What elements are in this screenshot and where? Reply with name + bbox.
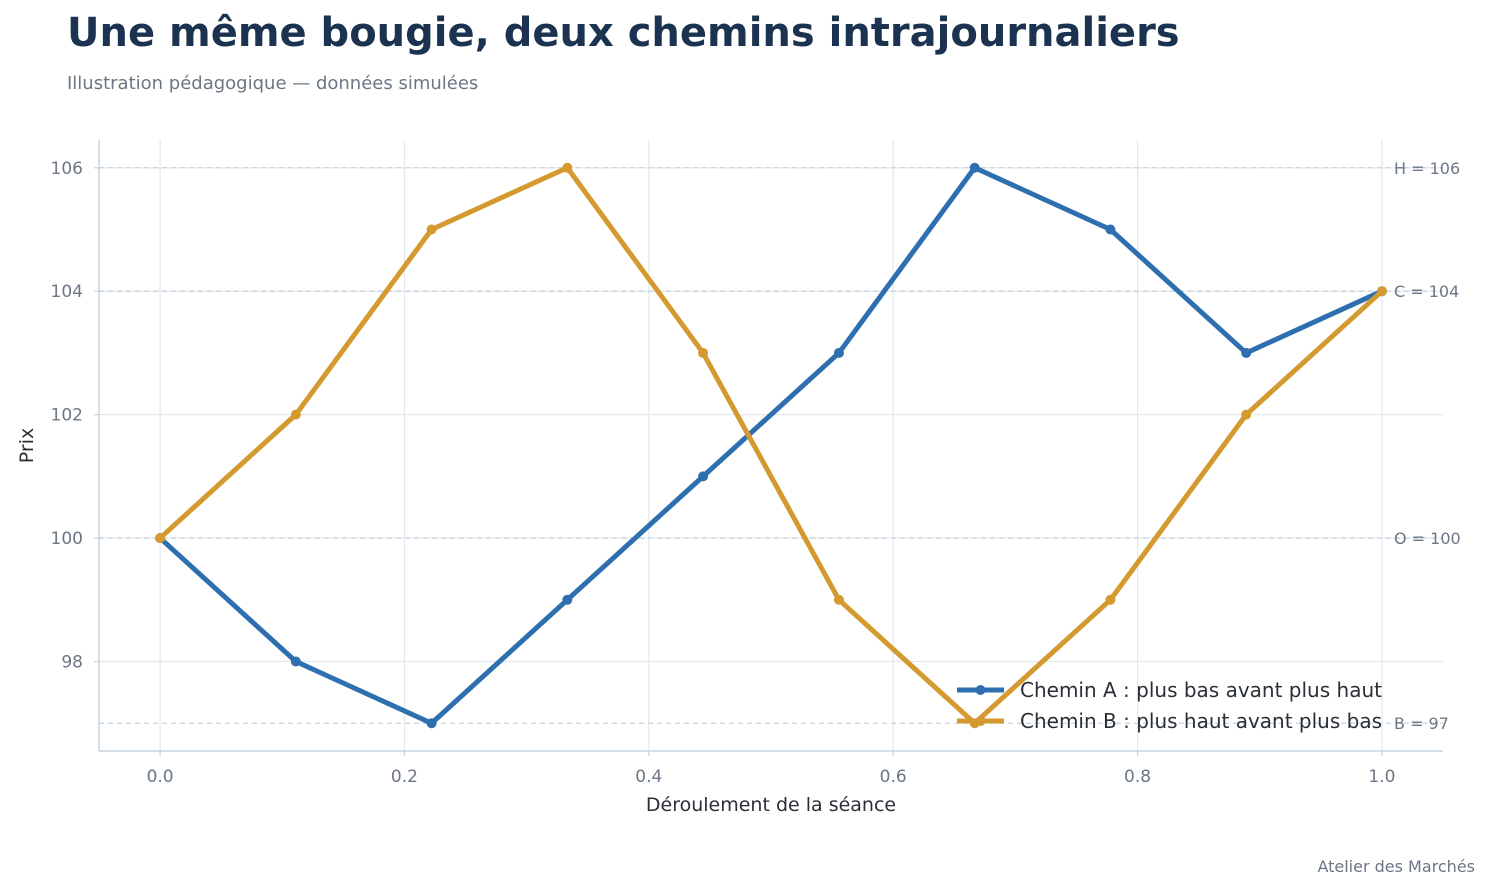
reference-label: C = 104 [1394, 282, 1459, 301]
data-point [426, 718, 437, 729]
legend-swatch-marker [975, 716, 986, 726]
y-tick-label: 102 [51, 406, 83, 426]
data-point [155, 533, 166, 544]
reference-label: H = 106 [1394, 159, 1460, 178]
data-point [698, 471, 709, 482]
data-point [562, 594, 573, 605]
x-tick-label: 0.4 [635, 767, 662, 787]
series-group [155, 162, 1387, 729]
chart-subtitle: Illustration pédagogique — données simul… [67, 73, 479, 94]
data-point [969, 162, 980, 173]
data-point [290, 656, 301, 667]
series-line-a [157, 165, 1385, 726]
axes: 0.0 0.2 0.4 0.6 0.8 1.0 98 100 102 104 106 Déroulem… [16, 140, 1443, 816]
legend: Chemin A : plus bas avant plus haut Chemi… [957, 678, 1382, 733]
y-tick-label: 100 [51, 529, 83, 549]
legend-label: Chemin B : plus haut avant plus bas [1020, 709, 1382, 733]
x-tick-label: 0.8 [1124, 767, 1151, 787]
series-line-b [157, 165, 1385, 726]
data-point [1105, 594, 1116, 605]
data-point [290, 409, 301, 420]
grid [99, 140, 1443, 751]
y-tick-label: 98 [61, 653, 83, 673]
x-axis-label: Déroulement de la séance [646, 794, 896, 816]
y-axis-label: Prix [16, 428, 38, 463]
data-point [833, 594, 844, 605]
x-tick-label: 0.2 [391, 767, 418, 787]
data-point [1376, 286, 1387, 297]
y-tick-label: 106 [51, 159, 83, 179]
legend-swatch-marker [975, 685, 986, 695]
x-tick-label: 0.0 [147, 767, 174, 787]
data-point [562, 162, 573, 173]
credit-text: Atelier des Marchés [1317, 857, 1475, 876]
data-point [426, 224, 437, 235]
data-point [698, 347, 709, 358]
reference-label: O = 100 [1394, 529, 1461, 548]
legend-label: Chemin A : plus bas avant plus haut [1020, 678, 1382, 702]
y-tick-label: 104 [51, 282, 83, 302]
data-point [1241, 409, 1252, 420]
reference-lines: H = 106 C = 104 O = 100 B = 97 [99, 159, 1461, 733]
chart-title: Une même bougie, deux chemins intrajourn… [67, 10, 1180, 56]
data-point [1241, 347, 1252, 358]
data-point [1105, 224, 1116, 235]
x-tick-label: 1.0 [1368, 767, 1395, 787]
data-point [833, 347, 844, 358]
x-tick-label: 0.6 [880, 767, 907, 787]
reference-label: B = 97 [1394, 714, 1449, 733]
